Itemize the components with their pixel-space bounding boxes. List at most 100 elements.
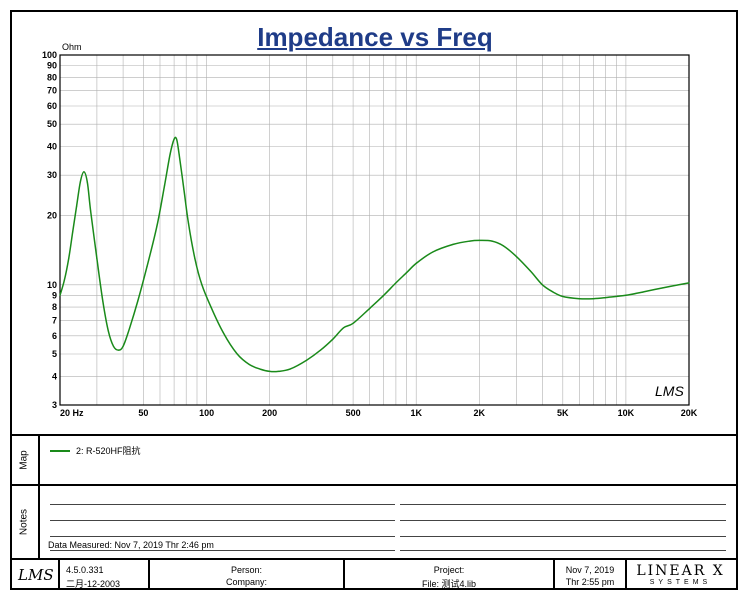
map-side-label: Map [10,436,40,484]
y-tick-label: 4 [52,371,57,381]
impedance-data-point [183,188,185,191]
footer-bar: LMS 4.5.0.331 二月-12-2003 Person: Company… [10,558,738,590]
footer-date: Nov 7, 2019 [565,565,615,575]
x-tick-label: 10K [618,408,635,418]
impedance-data-point [289,368,291,370]
impedance-data-point [277,370,279,372]
footer-logo-cell: LMS [10,560,60,590]
impedance-data-point [432,251,434,253]
impedance-data-point [320,349,322,351]
file-label: File: 测试4.lib [421,579,476,589]
impedance-data-point [176,138,178,140]
impedance-data-point [86,181,88,183]
impedance-data-point [641,291,644,293]
impedance-data-point [269,370,271,372]
company-label: Company: [225,577,268,587]
impedance-data-point [605,297,607,299]
impedance-data-point [76,205,78,207]
notes-line [50,550,395,551]
y-tick-label: 7 [52,315,57,325]
lms-logo: LMS [18,566,54,584]
impedance-data-point [163,185,166,187]
y-tick-label: 30 [47,170,57,180]
x-tick-label: 100 [199,408,214,418]
impedance-data-point [662,287,664,289]
y-tick-label: 10 [47,280,57,290]
impedance-data-point [592,298,595,300]
impedance-data-point [222,331,224,334]
impedance-data-point [210,306,212,308]
impedance-data-point [59,294,61,296]
x-tick-label: 200 [262,408,277,418]
y-tick-label: 8 [52,302,57,312]
impedance-data-point [515,255,517,257]
footer-date-cell: Nov 7, 2019 Thr 2:55 pm [555,560,627,590]
y-tick-label: 5 [52,349,57,359]
impedance-data-point [352,322,354,324]
footer-project-cell: Project: File: 测试4.lib [345,560,555,590]
y-tick-label: 60 [47,101,57,111]
y-tick-label: 20 [47,211,57,221]
y-tick-label: 50 [47,119,57,129]
x-axis-ticks: 20 Hz 50 100 200 500 1K 2K 5K 10K 20K [60,408,698,418]
impedance-data-point [117,349,119,351]
x-tick-label: 20 Hz [60,408,84,418]
notes-line [50,536,395,537]
impedance-data-point [146,266,148,268]
impedance-data-point [156,225,158,227]
impedance-data-point [169,153,171,155]
project-label: Project: [433,565,465,575]
impedance-data-point [201,284,203,286]
x-tick-label: 500 [346,408,361,418]
impedance-data-points [59,138,690,372]
x-tick-label: 2K [474,408,486,418]
impedance-data-point [578,298,581,300]
person-label: Person: [230,565,263,575]
impedance-data-point [90,210,92,212]
y-tick-label: 6 [52,331,57,341]
impedance-data-point [529,270,531,272]
impedance-data-point [469,240,471,242]
linearx-logo: LINEAR X [636,563,725,579]
build-date-text: 二月-12-2003 [66,579,121,589]
impedance-data-point [137,300,139,302]
impedance-data-point [306,359,308,361]
x-tick-label: 20K [681,408,698,418]
lms-watermark: LMS [655,383,684,399]
notes-line [400,536,726,537]
chart-grid [59,54,690,406]
impedance-data-point [102,300,104,302]
outer-frame [10,10,738,590]
notes-line [400,504,726,505]
impedance-data-point [236,353,238,355]
notes-line [50,504,395,505]
impedance-data-point [342,327,345,329]
y-tick-label: 9 [52,290,57,300]
impedance-data-point [625,294,627,296]
impedance-data-point [107,330,109,332]
x-tick-label: 1K [410,408,422,418]
impedance-data-point [395,282,397,284]
impedance-data-point [541,284,544,286]
version-text: 4.5.0.331 [66,565,104,575]
impedance-data-point [406,272,408,274]
y-axis-unit: Ohm [62,42,82,52]
notes-row: Notes Data Measured: Nov 7, 2019 Thr 2:4… [10,484,738,558]
notes-line [50,520,395,521]
footer-version-cell: 4.5.0.331 二月-12-2003 [60,560,150,590]
plot-border [59,54,690,406]
notes-side-label: Notes [10,486,40,558]
impedance-data-point [122,345,124,347]
impedance-data-point [79,181,81,183]
impedance-data-point [96,258,98,260]
footer-brand-cell: LINEAR X SYSTEMS [627,560,734,590]
impedance-data-point [72,231,74,233]
impedance-data-point [112,345,115,347]
impedance-data-point [187,222,190,224]
linearx-sub: SYSTEMS [649,579,712,586]
legend-entry[interactable]: 2: R-520HF阻抗 [50,444,141,457]
map-row: Map 2: R-520HF阻抗 [10,434,738,484]
impedance-data-point [63,279,65,281]
